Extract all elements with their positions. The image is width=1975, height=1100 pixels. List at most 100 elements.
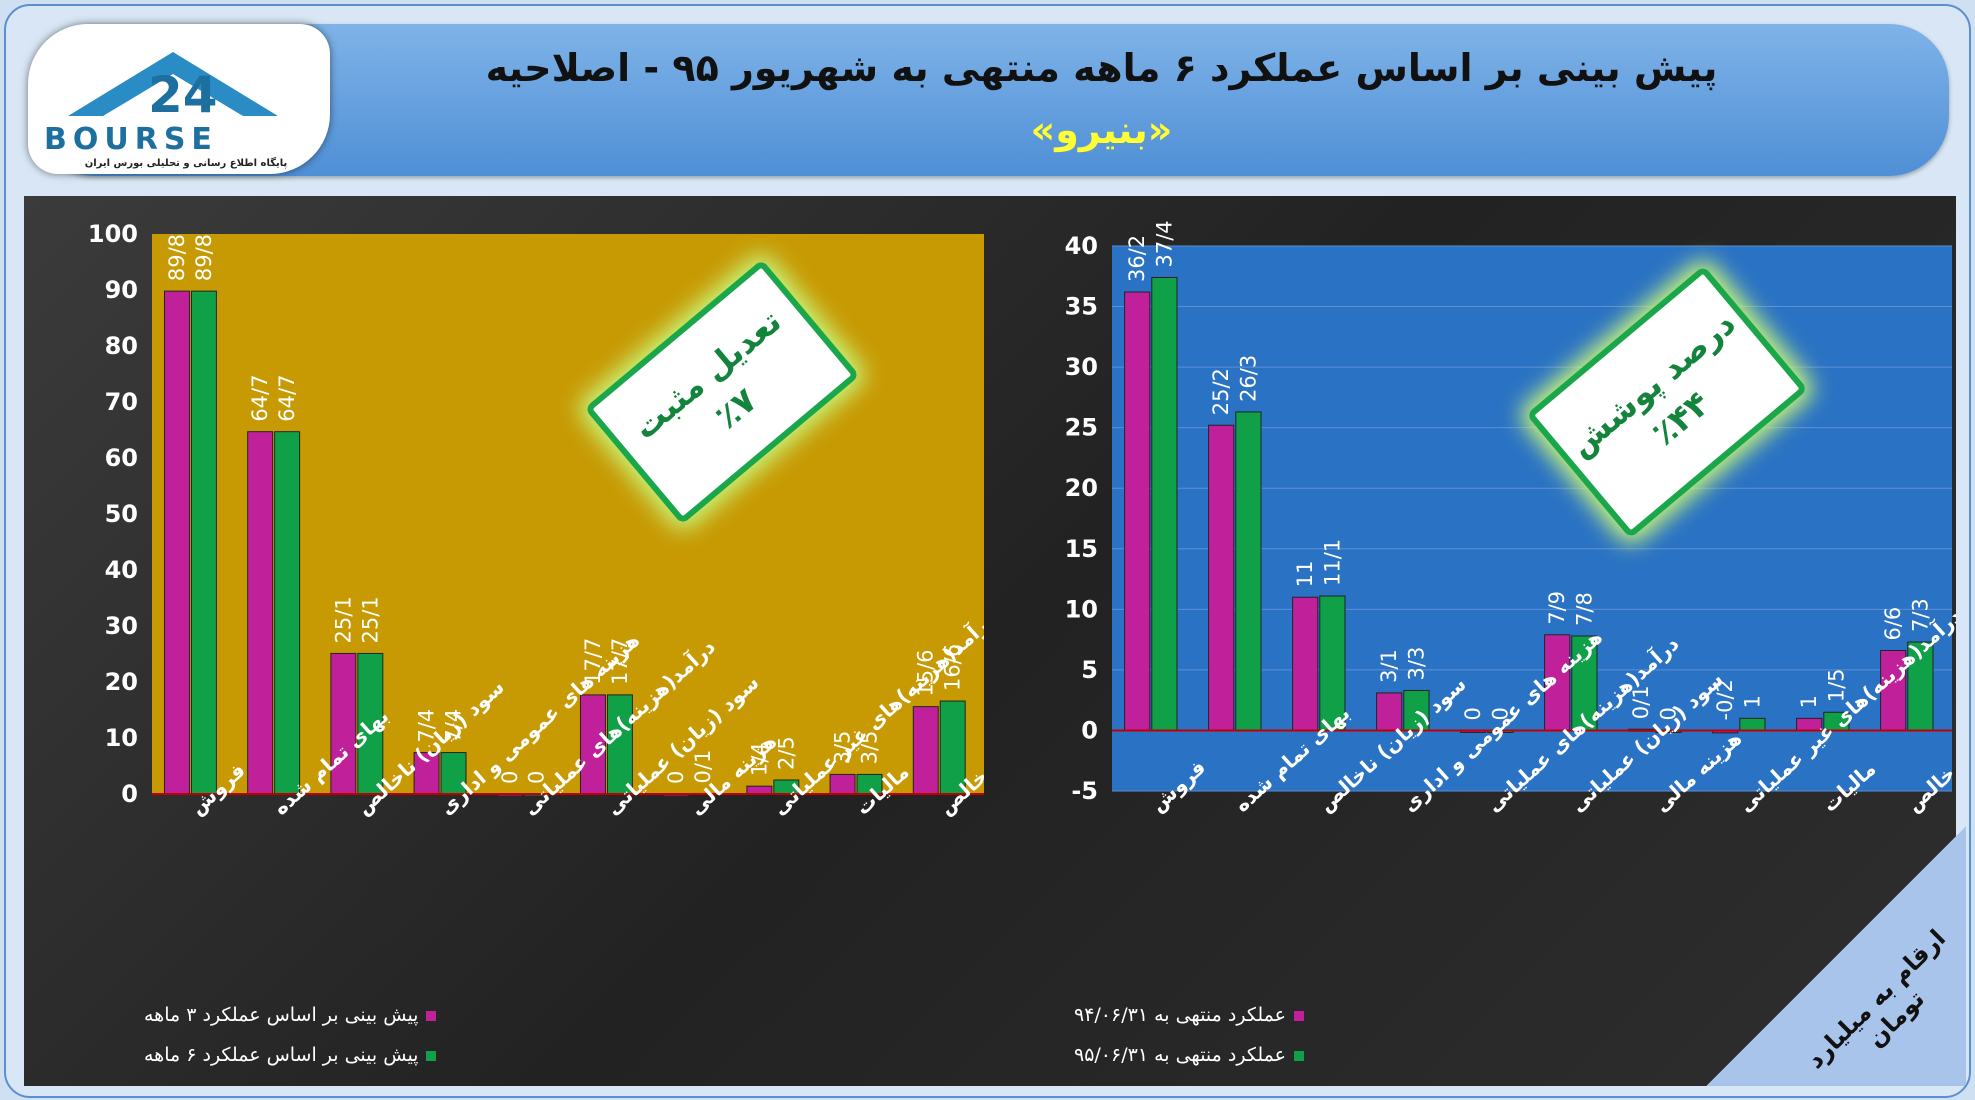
legend-right-series-2: عملکرد منتهی به ۹۵/۰۶/۳۱ [1074, 1044, 1304, 1066]
y-tick-label: -5 [1071, 777, 1098, 805]
bourse24-logo: 24 BOURSE پایگاه اطلاع رسانی و تحلیلی بو… [28, 24, 330, 174]
data-label: 17/7 [581, 638, 605, 685]
data-label: 7/4 [442, 709, 466, 743]
data-label: 0 [1461, 707, 1485, 720]
data-label: 7/9 [1545, 591, 1569, 625]
y-tick-label: 80 [105, 332, 138, 360]
data-label: 11 [1293, 560, 1317, 587]
bar [357, 652, 384, 795]
legend-marker-magenta [1293, 1011, 1304, 1021]
data-label: 25/2 [1209, 368, 1233, 415]
data-label: 25/1 [331, 596, 355, 643]
y-tick-label: 100 [88, 220, 138, 248]
data-label: 36/2 [1125, 235, 1149, 282]
data-label: 16/6 [941, 644, 965, 691]
y-tick-label: 70 [105, 388, 138, 416]
bar [1880, 650, 1907, 731]
y-tick-label: 10 [105, 724, 138, 752]
data-label: 15/6 [914, 649, 938, 696]
bar [1544, 634, 1571, 731]
data-label: 0/1 [691, 750, 715, 784]
chart-left: 0 10 20 30 40 50 60 70 80 90 100 89/8 64/7 25/1 7/4 0 17… [88, 220, 984, 820]
bar [247, 431, 274, 795]
unit-corner-tag [1706, 826, 1966, 1086]
data-label: 0 [525, 771, 549, 784]
bar [1292, 596, 1319, 731]
legend-label: عملکرد منتهی به ۹۴/۰۶/۳۱ [1074, 1004, 1286, 1026]
data-label: 17/7 [608, 638, 632, 685]
legend-marker-magenta [426, 1011, 437, 1021]
data-label: -0/2 [1713, 679, 1737, 720]
y-tick-label: 25 [1065, 414, 1098, 442]
logo-caption: پایگاه اطلاع رسانی و تحلیلی بورس ایران [84, 158, 288, 169]
data-label: 1 [1740, 695, 1764, 708]
data-label: 26/3 [1236, 355, 1260, 402]
bar [746, 785, 773, 795]
bar [163, 290, 190, 795]
page-subtitle: «بنیرو» [1030, 108, 1173, 152]
legend-left-series-2: پیش بینی بر اساس عملکرد ۶ ماهه [144, 1044, 437, 1066]
y-tick-label: 35 [1065, 293, 1098, 321]
legend-label: عملکرد منتهی به ۹۵/۰۶/۳۱ [1074, 1044, 1286, 1066]
bar [190, 290, 217, 795]
y-tick-label: 20 [105, 668, 138, 696]
bar [440, 752, 467, 795]
y-tick-label: 50 [105, 500, 138, 528]
logo-mountain-icon: 24 [68, 52, 278, 124]
y-tick-label: 60 [105, 444, 138, 472]
y-tick-label: 0 [121, 780, 138, 808]
data-label: 0/1 [1629, 685, 1653, 719]
bar [1403, 689, 1430, 731]
y-tick-label: 0 [1081, 716, 1098, 744]
bar [1739, 717, 1766, 731]
y-tick-label: 30 [105, 612, 138, 640]
header-banner: پیش بینی بر اساس عملکرد ۶ ماهه منتهی به … [34, 24, 1949, 176]
legend-marker-green [426, 1051, 437, 1061]
data-label: 3/3 [1404, 647, 1428, 681]
bar [1235, 411, 1262, 731]
logo-text: BOURSE [44, 122, 218, 157]
data-label: 1/4 [747, 742, 771, 776]
data-label: 6/6 [1881, 607, 1905, 641]
bar [1208, 424, 1235, 731]
y-tick-label: 40 [105, 556, 138, 584]
y-tick-label: 10 [1065, 595, 1098, 623]
charts-panel: 0 10 20 30 40 50 60 70 80 90 100 89/8 64/7 25/1 7/4 0 17… [24, 196, 1956, 1086]
y-tick-label: 20 [1065, 474, 1098, 502]
logo-number: 24 [148, 66, 218, 124]
data-label: 0 [664, 771, 688, 784]
y-tick-label: 15 [1065, 535, 1098, 563]
data-label: 1/5 [1824, 668, 1848, 702]
data-label: 64/7 [248, 375, 272, 422]
legend-label: پیش بینی بر اساس عملکرد ۶ ماهه [144, 1044, 419, 1066]
legend-marker-green [1293, 1051, 1304, 1061]
bar [912, 706, 939, 795]
data-label: 7/3 [1908, 598, 1932, 632]
bar [606, 694, 633, 795]
legend-right-series-1: عملکرد منتهی به ۹۴/۰۶/۳۱ [1074, 1004, 1304, 1026]
data-label: 64/7 [275, 375, 299, 422]
y-tick-label: 30 [1065, 353, 1098, 381]
bar [1907, 641, 1934, 731]
data-label: 3/1 [1377, 649, 1401, 683]
data-label: 89/8 [165, 234, 189, 281]
data-label: 7/8 [1572, 592, 1596, 626]
data-label: 0 [1488, 707, 1512, 720]
bar [1319, 595, 1346, 731]
data-label: 0 [1656, 707, 1680, 720]
bar [1151, 276, 1178, 731]
data-label: 11/1 [1320, 539, 1344, 586]
y-tick-label: 90 [105, 276, 138, 304]
infographic-frame: پیش بینی بر اساس عملکرد ۶ ماهه منتهی به … [4, 4, 1971, 1098]
y-tick-label: 40 [1065, 232, 1098, 260]
data-label: 89/8 [192, 234, 216, 281]
bar [274, 431, 301, 795]
data-label: 1 [1797, 695, 1821, 708]
legend-label: پیش بینی بر اساس عملکرد ۳ ماهه [144, 1004, 419, 1026]
page-title: پیش بینی بر اساس عملکرد ۶ ماهه منتهی به … [485, 46, 1718, 90]
bar [829, 773, 856, 795]
legend-left-series-1: پیش بینی بر اساس عملکرد ۳ ماهه [144, 1004, 437, 1026]
data-label: 3/5 [858, 731, 882, 765]
data-label: 0 [498, 771, 522, 784]
